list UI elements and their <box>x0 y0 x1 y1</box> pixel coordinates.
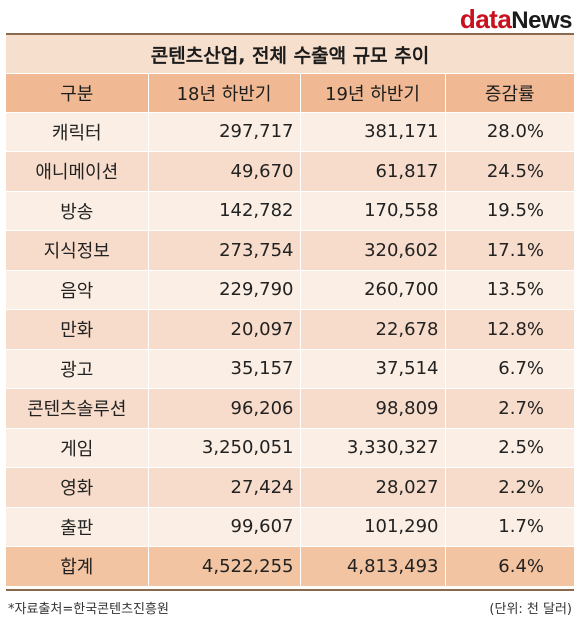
unit-note: (단위: 천 달러) <box>489 602 572 617</box>
row-18h2: 3,250,051 <box>148 428 301 468</box>
header-category: 구분 <box>6 74 149 113</box>
table-row: 지식정보 273,754 320,602 17.1% <box>6 230 574 271</box>
row-category: 출판 <box>6 507 149 547</box>
row-change: 2.7% <box>445 388 574 429</box>
table-row: 만화 20,097 22,678 12.8% <box>6 309 574 350</box>
row-change: 13.5% <box>445 270 574 310</box>
logo-news-text: News <box>511 7 572 34</box>
total-18h2: 4,522,255 <box>148 546 301 587</box>
row-18h2: 99,607 <box>148 507 301 547</box>
row-18h2: 27,424 <box>148 467 301 508</box>
row-19h2: 37,514 <box>300 349 446 389</box>
row-category: 캐릭터 <box>6 112 149 152</box>
row-change: 12.8% <box>445 309 574 350</box>
datanews-logo: data News <box>460 4 573 34</box>
table-row: 광고 35,157 37,514 6.7% <box>6 349 574 389</box>
row-19h2: 170,558 <box>300 191 446 231</box>
table-row: 방송 142,782 170,558 19.5% <box>6 191 574 231</box>
row-change: 19.5% <box>445 191 574 231</box>
row-18h2: 35,157 <box>148 349 301 389</box>
row-category: 영화 <box>6 467 149 508</box>
row-change: 17.1% <box>445 230 574 271</box>
row-category: 지식정보 <box>6 230 149 271</box>
row-change: 1.7% <box>445 507 574 547</box>
row-19h2: 22,678 <box>300 309 446 350</box>
row-18h2: 297,717 <box>148 112 301 152</box>
row-18h2: 273,754 <box>148 230 301 271</box>
table-row: 영화 27,424 28,027 2.2% <box>6 467 574 508</box>
row-change: 2.2% <box>445 467 574 508</box>
logo-data-text: data <box>459 4 512 34</box>
table-row: 캐릭터 297,717 381,171 28.0% <box>6 112 574 152</box>
table-row: 음악 229,790 260,700 13.5% <box>6 270 574 310</box>
row-category: 만화 <box>6 309 149 350</box>
row-19h2: 98,809 <box>300 388 446 429</box>
export-table: 구분 18년 하반기 19년 하반기 증감률 캐릭터 297,717 381,1… <box>6 74 574 587</box>
row-category: 게임 <box>6 428 149 468</box>
row-19h2: 101,290 <box>300 507 446 547</box>
table-row: 콘텐츠솔루션 96,206 98,809 2.7% <box>6 388 574 429</box>
table-row: 애니메이션 49,670 61,817 24.5% <box>6 151 574 192</box>
row-18h2: 142,782 <box>148 191 301 231</box>
header-18h2: 18년 하반기 <box>148 74 301 113</box>
row-change: 28.0% <box>445 112 574 152</box>
row-19h2: 61,817 <box>300 151 446 192</box>
total-category: 합계 <box>6 546 149 587</box>
row-change: 6.7% <box>445 349 574 389</box>
total-row: 합계 4,522,255 4,813,493 6.4% <box>6 546 574 587</box>
row-category: 광고 <box>6 349 149 389</box>
row-19h2: 3,330,327 <box>300 428 446 468</box>
row-18h2: 96,206 <box>148 388 301 429</box>
row-category: 방송 <box>6 191 149 231</box>
row-change: 24.5% <box>445 151 574 192</box>
row-19h2: 260,700 <box>300 270 446 310</box>
row-18h2: 229,790 <box>148 270 301 310</box>
row-category: 콘텐츠솔루션 <box>6 388 149 429</box>
source-note: *자료출처=한국콘텐츠진흥원 <box>8 602 169 617</box>
header-19h2: 19년 하반기 <box>300 74 446 113</box>
table-row: 게임 3,250,051 3,330,327 2.5% <box>6 428 574 468</box>
row-category: 애니메이션 <box>6 151 149 192</box>
header-change: 증감률 <box>445 74 574 113</box>
row-18h2: 20,097 <box>148 309 301 350</box>
header-row: 구분 18년 하반기 19년 하반기 증감률 <box>6 74 574 113</box>
row-change: 2.5% <box>445 428 574 468</box>
row-19h2: 28,027 <box>300 467 446 508</box>
table-row: 출판 99,607 101,290 1.7% <box>6 507 574 547</box>
total-19h2: 4,813,493 <box>300 546 446 587</box>
row-category: 음악 <box>6 270 149 310</box>
row-19h2: 381,171 <box>300 112 446 152</box>
table-frame: 콘텐츠산업, 전체 수출액 규모 추이 구분 18년 하반기 19년 하반기 증… <box>6 33 574 591</box>
row-19h2: 320,602 <box>300 230 446 271</box>
total-change: 6.4% <box>445 546 574 587</box>
row-18h2: 49,670 <box>148 151 301 192</box>
table-title: 콘텐츠산업, 전체 수출액 규모 추이 <box>6 35 574 74</box>
